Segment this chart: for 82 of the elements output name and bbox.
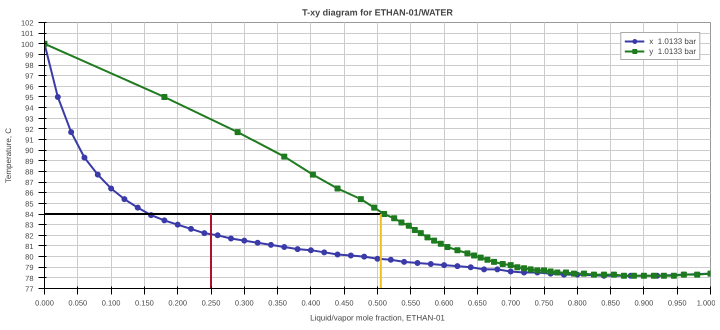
point bbox=[54, 94, 61, 100]
point bbox=[281, 244, 288, 250]
point bbox=[494, 266, 500, 272]
point bbox=[521, 265, 528, 272]
point bbox=[454, 247, 460, 254]
point bbox=[660, 272, 667, 279]
point bbox=[321, 249, 328, 256]
point bbox=[361, 254, 368, 260]
point bbox=[348, 252, 354, 259]
point bbox=[188, 226, 194, 232]
legend-label: x 1.0133 bar bbox=[649, 36, 696, 46]
point bbox=[294, 246, 301, 252]
point bbox=[401, 258, 408, 265]
legend-label: y 1.0133 bar bbox=[649, 46, 696, 56]
point bbox=[491, 258, 498, 265]
point bbox=[630, 272, 637, 279]
point bbox=[334, 185, 341, 192]
point bbox=[371, 204, 378, 211]
point bbox=[554, 270, 560, 276]
point bbox=[481, 266, 488, 272]
point bbox=[650, 272, 657, 279]
point bbox=[214, 232, 221, 238]
point bbox=[161, 94, 168, 100]
point bbox=[428, 261, 434, 268]
point bbox=[418, 230, 424, 236]
point bbox=[444, 244, 450, 250]
point bbox=[441, 262, 448, 268]
point bbox=[478, 254, 484, 261]
point bbox=[534, 267, 540, 274]
x-axis-title: Liquid/vapor mole fraction, ETHAN-01 bbox=[310, 314, 446, 322]
point bbox=[484, 256, 490, 263]
point bbox=[620, 272, 627, 279]
point bbox=[570, 270, 577, 277]
point bbox=[500, 261, 506, 268]
point bbox=[438, 240, 444, 247]
point bbox=[388, 256, 394, 263]
point bbox=[431, 238, 438, 244]
point bbox=[514, 264, 520, 270]
point bbox=[694, 272, 700, 278]
point bbox=[414, 260, 420, 266]
point bbox=[374, 256, 380, 262]
point bbox=[528, 266, 534, 272]
point bbox=[310, 172, 316, 178]
point bbox=[406, 222, 412, 229]
point bbox=[590, 272, 597, 278]
point bbox=[670, 272, 677, 279]
point bbox=[398, 220, 404, 226]
point bbox=[334, 251, 341, 258]
point bbox=[68, 129, 74, 136]
point bbox=[358, 196, 364, 202]
point bbox=[454, 263, 460, 270]
point bbox=[508, 268, 514, 274]
point bbox=[174, 222, 181, 228]
point bbox=[108, 185, 114, 192]
point bbox=[234, 129, 241, 136]
point bbox=[241, 238, 248, 244]
point bbox=[548, 268, 554, 274]
point bbox=[391, 215, 398, 222]
point bbox=[161, 217, 168, 224]
point bbox=[81, 154, 88, 161]
y-axis-title: Temperature, C bbox=[4, 128, 13, 184]
point bbox=[508, 262, 514, 268]
point bbox=[640, 272, 647, 279]
point bbox=[424, 234, 430, 240]
point bbox=[201, 230, 208, 236]
point bbox=[281, 154, 288, 160]
point bbox=[541, 267, 547, 274]
point bbox=[610, 272, 617, 278]
point bbox=[471, 252, 478, 259]
point bbox=[412, 226, 418, 233]
point bbox=[381, 211, 388, 218]
point bbox=[121, 196, 128, 202]
point bbox=[268, 242, 274, 248]
chart-title: T-xy diagram for ETHAN-01/WATER bbox=[302, 8, 454, 18]
point bbox=[468, 264, 474, 270]
point bbox=[580, 270, 587, 277]
point bbox=[254, 240, 261, 246]
point bbox=[94, 172, 101, 178]
point bbox=[308, 247, 314, 254]
point bbox=[464, 250, 470, 256]
point bbox=[228, 235, 234, 242]
point bbox=[134, 204, 141, 211]
